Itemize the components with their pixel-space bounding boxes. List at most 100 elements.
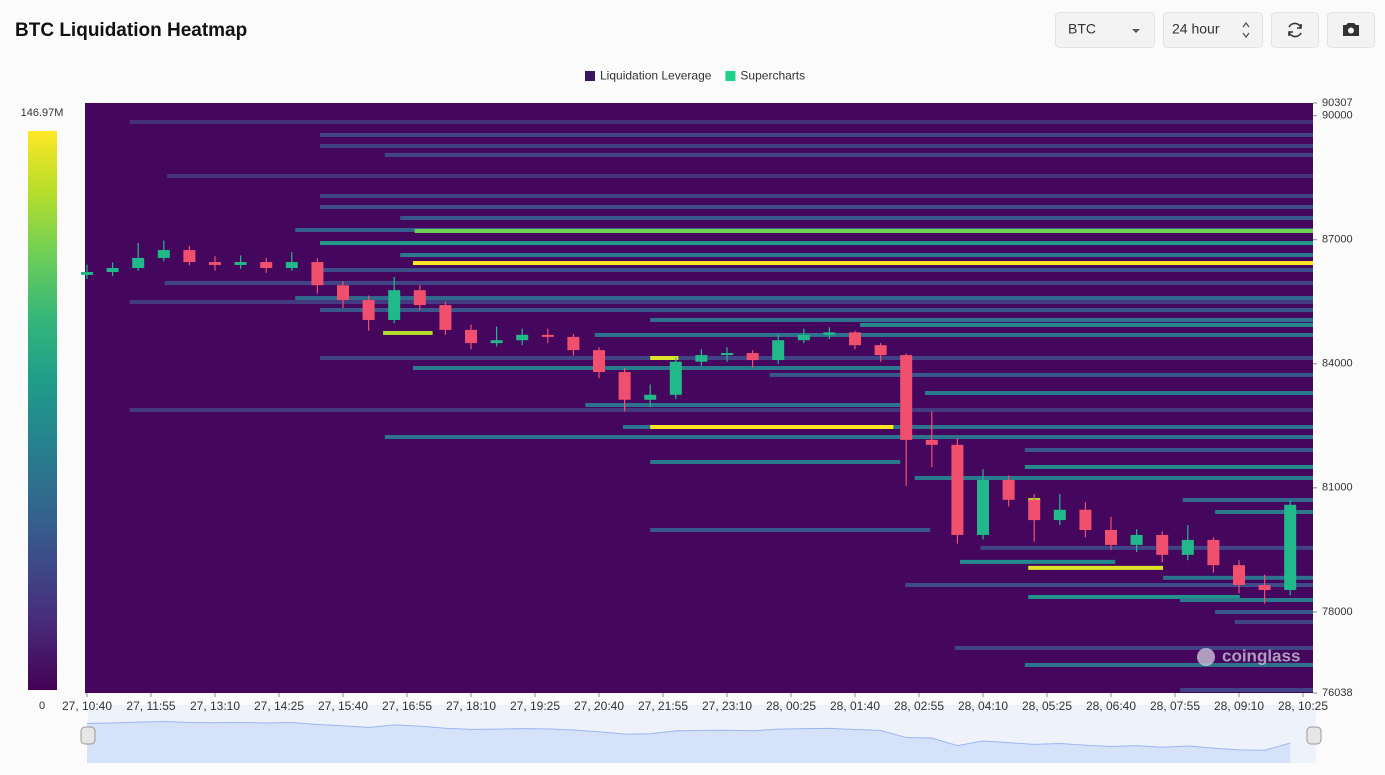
candle-body (1207, 539, 1220, 566)
candle-body (1156, 534, 1169, 555)
candle-body (797, 334, 810, 341)
heat-band (412, 366, 901, 371)
navigator-area (87, 721, 1291, 763)
heat-band (905, 582, 1313, 587)
heat-band (319, 268, 1314, 273)
coin-select-box[interactable] (1055, 12, 1155, 48)
camera-lens[interactable] (1348, 27, 1354, 34)
navigator-line (86, 720, 1291, 751)
heat-band (980, 545, 1313, 550)
heat-band (769, 372, 1313, 377)
candle-body (721, 353, 733, 356)
heat-band (129, 300, 1314, 305)
y-tick-label: 87000 (1322, 234, 1353, 246)
candle-body (541, 334, 554, 337)
candle-body (900, 355, 913, 440)
heat-band (1028, 594, 1240, 599)
candle-body (311, 262, 324, 286)
heat-band (650, 425, 894, 430)
heat-band (129, 408, 1314, 413)
y-tick-label: 84000 (1322, 358, 1353, 370)
candle-body (1130, 534, 1143, 545)
heat-band (384, 152, 1313, 157)
candle-body (1105, 530, 1117, 545)
candle-body (823, 332, 836, 335)
x-tick-label: 27, 19:25 (510, 699, 560, 713)
legend: Liquidation Leverage Supercharts (585, 69, 805, 83)
candle-body (260, 262, 273, 269)
x-tick-label: 27, 21:55 (638, 699, 688, 713)
legend-swatch (585, 71, 595, 81)
color-scale-label: 0 (39, 700, 45, 712)
candle-body (695, 355, 708, 362)
candle-body (977, 479, 989, 535)
candle-body (106, 268, 119, 272)
heat-band (622, 425, 1313, 430)
candle-body (209, 262, 221, 265)
y-tick-label: 76038 (1322, 687, 1353, 699)
candle-body (388, 290, 401, 320)
spinner-arrows[interactable] (1242, 21, 1250, 39)
heat-band (1215, 609, 1313, 614)
candle-body (1028, 499, 1041, 521)
candle-body (1181, 539, 1194, 555)
x-tick-label: 28, 02:55 (894, 699, 944, 713)
heat-band (585, 403, 901, 408)
x-tick-label: 27, 15:40 (318, 699, 368, 713)
candle-body (746, 353, 759, 361)
range-select-value[interactable]: 24 hour (1172, 21, 1220, 37)
heat-band (129, 120, 1314, 125)
screenshot-button[interactable] (1327, 12, 1375, 48)
heat-band (400, 253, 1313, 258)
heat-band (1234, 620, 1313, 625)
candle-body (234, 262, 247, 265)
plot: coinglass (81, 103, 1314, 693)
refresh-button[interactable] (1271, 12, 1319, 48)
candle-body (132, 257, 145, 269)
candle-body (874, 345, 887, 356)
x-tick-label: 27, 10:40 (62, 699, 112, 713)
navigator-handle[interactable] (1306, 726, 1322, 745)
y-tick-label: 81000 (1322, 482, 1353, 494)
legend-swatch (725, 71, 736, 81)
x-tick-label: 28, 04:10 (958, 699, 1008, 713)
refresh-icon[interactable] (1288, 22, 1302, 38)
dropdown-arrow[interactable] (1132, 29, 1140, 33)
candle-body (1258, 584, 1271, 590)
candle-body (362, 300, 375, 320)
coin-select[interactable]: BTC (1055, 12, 1155, 48)
x-tick-label: 28, 10:25 (1278, 699, 1328, 713)
heat-band (319, 241, 1314, 246)
watermark-icon (1197, 648, 1215, 666)
heat-band (650, 355, 679, 360)
navigator-handle[interactable] (80, 726, 96, 745)
color-scale-bar (28, 131, 57, 690)
heat-band (650, 528, 931, 533)
y-tick-label: 90000 (1322, 110, 1353, 122)
heat-band (167, 174, 1313, 179)
candle-body (1002, 479, 1015, 500)
x-tick-label: 27, 11:55 (126, 699, 175, 713)
candle-body (618, 372, 631, 400)
candle-body (1284, 504, 1297, 590)
heat-band (412, 261, 1313, 266)
x-tick-label: 28, 06:40 (1086, 699, 1136, 713)
candle-body (772, 340, 785, 361)
candle-body (644, 394, 657, 400)
candle-body (1053, 509, 1066, 521)
candle-body (849, 332, 861, 346)
x-tick-label: 27, 18:10 (446, 699, 496, 713)
heat-band (1024, 464, 1313, 469)
heat-band (164, 280, 1314, 285)
x-tick-label: 28, 07:55 (1150, 699, 1200, 713)
coin-select-value[interactable]: BTC (1068, 21, 1096, 37)
heat-band (295, 296, 1313, 301)
watermark: coinglass (1222, 646, 1300, 665)
range-select[interactable]: 24 hour (1163, 12, 1263, 48)
heat-band (319, 355, 1314, 360)
range-select-box[interactable] (1163, 12, 1263, 48)
refresh-box[interactable] (1271, 12, 1319, 48)
candle-body (465, 329, 477, 344)
candle-body (925, 439, 938, 445)
